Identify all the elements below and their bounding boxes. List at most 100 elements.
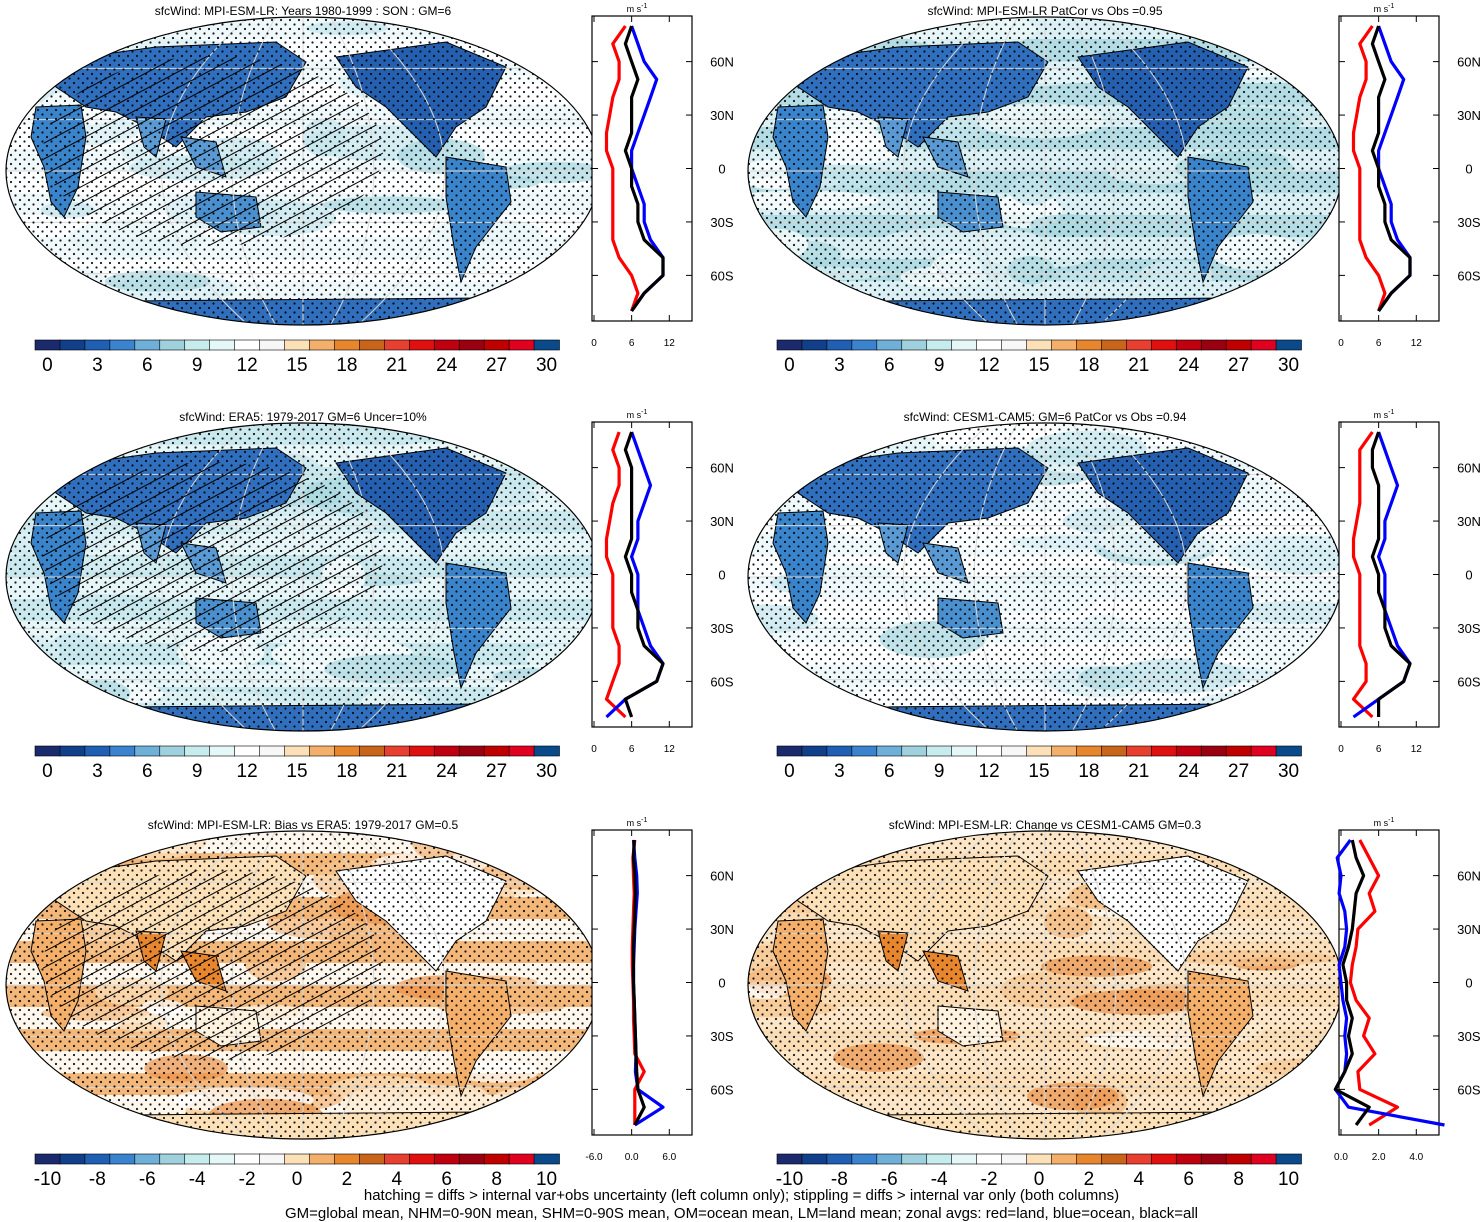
zonal-units: m s-1 [1374,409,1395,420]
colorbar-label: 30 [1278,355,1299,376]
colorbar-swatch [1250,339,1277,351]
colorbar-swatch [1001,1153,1028,1165]
colorbar-label: 12 [979,761,1000,782]
colorbar-swatch [109,745,136,757]
colorbar-swatch [1175,745,1202,757]
colorbar-swatch [901,339,928,351]
colorbar-swatch [1150,339,1178,351]
colorbar-label: 6 [142,761,153,782]
zonal-panel: m s-1 60N 30N 0 30S 60S 0.0 2.0 4.0 [1333,817,1481,1163]
colorbar-label: 18 [1078,761,1099,782]
colorbar-swatch [234,1153,261,1165]
colorbar-swatch [1275,1153,1302,1165]
colorbar-swatch [976,1153,1003,1165]
colorbar-swatch [776,1153,803,1165]
colorbar-label: 18 [336,355,357,376]
colorbar-swatch [1150,1153,1178,1165]
colorbar-label: 30 [536,355,557,376]
zonal-ytick-label: 60S [710,268,733,283]
panel-5: sfcWind: MPI-ESM-LR: Bias vs ERA5: 1979-… [5,817,734,1190]
colorbar-label: 24 [436,355,458,376]
colorbar-label: 15 [1028,355,1049,376]
panel-1: sfcWind: MPI-ESM-LR: Years 1980-1999 : S… [5,3,734,376]
colorbar-swatch [1225,745,1252,757]
map [748,831,1342,1139]
colorbar-label: -10 [776,1169,803,1190]
colorbar-label: 6 [441,1169,452,1190]
colorbar-swatch [508,745,535,757]
colorbar-swatch [59,339,86,351]
zonal-xtick-label: -6.0 [585,1152,603,1163]
colorbar-swatch [408,745,436,757]
zonal-ytick-label: 0 [1465,568,1472,583]
colorbar-swatch [1250,1153,1277,1165]
colorbar-swatch [776,339,803,351]
colorbar-swatch [951,1153,978,1165]
zonal-ytick-label: 30N [1457,108,1481,123]
colorbar-swatch [259,339,286,351]
colorbar-label: 9 [192,761,203,782]
zonal-xtick-label: 0 [1338,744,1344,755]
field-blotch [775,302,865,317]
zonal-xtick-label: 6 [1376,744,1382,755]
colorbar-label: 6 [884,355,895,376]
colorbar-swatch [359,339,386,351]
zonal-ytick-label: 30N [710,108,734,123]
colorbar-label: 15 [1028,761,1049,782]
colorbar-swatch [951,339,978,351]
zonal-units: m s-1 [627,3,648,14]
colorbar-swatch [334,339,361,351]
zonal-ytick-label: 0 [1465,976,1472,991]
panel-4: sfcWind: CESM1-CAM5: GM=6 PatCor vs Obs … [747,409,1481,782]
colorbar-swatch [109,339,136,351]
colorbar-label: 3 [92,761,103,782]
colorbar-swatch [976,745,1003,757]
colorbar-swatch [1275,745,1302,757]
field-blotch [534,1074,600,1089]
colorbar-swatch [359,745,386,757]
zonal-units: m s-1 [627,409,648,420]
colorbar-swatch [1101,339,1128,351]
colorbar-swatch [234,745,261,757]
colorbar-label: -2 [239,1169,256,1190]
colorbar-label: 10 [1278,1169,1299,1190]
colorbar-swatch [384,339,411,351]
colorbar-swatch [159,339,186,351]
colorbar-label: 9 [934,761,945,782]
zonal-frame [1338,15,1440,322]
colorbar-label: 6 [1183,1169,1194,1190]
field-blotch [33,296,122,314]
zonal-ytick-label: 0 [718,162,725,177]
colorbar-swatch [951,745,978,757]
field-blotch [6,831,107,867]
colorbar-swatch [508,1153,535,1165]
colorbar-label: -6 [881,1169,898,1190]
colorbar-swatch [184,1153,211,1165]
colorbar-label: -8 [89,1169,106,1190]
field-blotch [426,423,547,440]
colorbar-swatch [1051,339,1078,351]
colorbar-swatch [309,339,336,351]
zonal-xtick-label: 6.0 [662,1152,676,1163]
zonal-ytick-label: 30N [1457,922,1481,937]
colorbar-swatch [109,1153,136,1165]
colorbar-swatch [209,1153,236,1165]
colorbar-label: 3 [92,355,103,376]
colorbar-swatch [851,745,878,757]
colorbar-label: 30 [536,761,557,782]
map [6,17,600,325]
colorbar-label: 24 [436,761,458,782]
colorbar-label: 9 [192,355,203,376]
colorbar-swatch [1101,1153,1128,1165]
colorbar-swatch [408,1153,436,1165]
zonal-ytick-label: 0 [718,568,725,583]
colorbar-swatch [234,339,261,351]
zonal-xtick-label: 4.0 [1409,1152,1423,1163]
colorbar-swatch [34,339,61,351]
colorbar-label: 27 [1228,355,1249,376]
panel-title: sfcWind: MPI-ESM-LR: Years 1980-1999 : S… [155,4,452,18]
zonal-xtick-label: 2.0 [1372,1152,1386,1163]
zonal-line-all [623,25,665,312]
colorbar-swatch [84,745,111,757]
colorbar-swatch [384,745,411,757]
